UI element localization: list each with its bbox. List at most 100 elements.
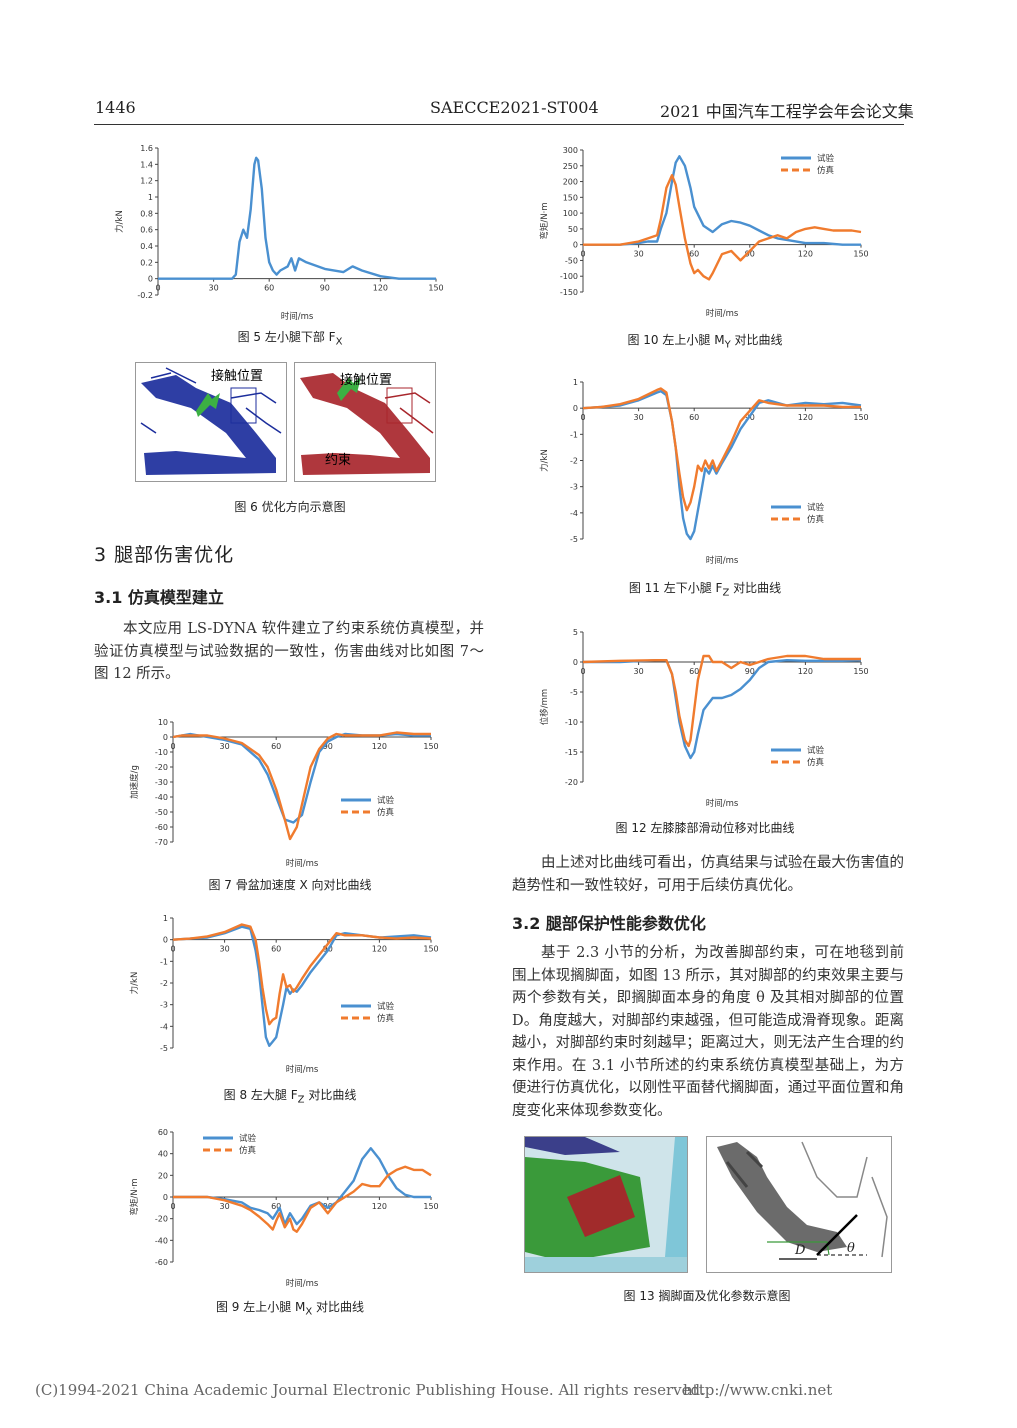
fig13-left-drawing [525, 1137, 687, 1272]
y-tick-label: -2 [160, 979, 168, 988]
cnki-url: http://www.cnki.net [683, 1381, 833, 1399]
y-tick-label: -60 [155, 1258, 168, 1267]
x-tick-label: 120 [372, 1202, 387, 1211]
x-tick-label: 150 [423, 1202, 438, 1211]
legend-label-test: 试验 [377, 795, 395, 806]
x-tick-label: 30 [220, 742, 230, 751]
x-tick-label: 90 [320, 284, 330, 293]
conclusion-paragraph: 由上述对比曲线可看出，仿真结果与试验在最大伤害值的趋势性和一致性较好，可用于后续… [512, 855, 904, 894]
x-tick-label: 0 [170, 1202, 175, 1211]
y-tick-label: 150 [563, 193, 578, 202]
fig6-caption: 图 6 优化方向示意图 [234, 500, 346, 514]
x-tick-label: 150 [423, 945, 438, 954]
fig10-caption-sub: Y [724, 339, 731, 351]
y-tick-label: -20 [155, 1215, 168, 1224]
legend-label-sim: 仿真 [239, 1145, 257, 1156]
x-axis-label: 时间/ms [286, 858, 319, 869]
x-axis-label: 时间/ms [286, 1064, 319, 1075]
section31-heading: 3.1 仿真模型建立 [94, 588, 224, 607]
legend-label-test: 试验 [377, 1001, 395, 1012]
y-tick-label: 50 [568, 225, 578, 234]
x-tick-label: 30 [220, 945, 230, 954]
x-tick-label: 120 [372, 742, 387, 751]
y-tick-label: -30 [155, 778, 168, 787]
x-tick-label: 60 [271, 742, 281, 751]
y-tick-label: -4 [160, 1022, 168, 1031]
x-tick-label: 30 [220, 1202, 230, 1211]
legend-label-test: 试验 [239, 1133, 257, 1144]
fig5-caption-sub: X [335, 336, 343, 348]
y-axis-label: 力/kN [114, 210, 125, 233]
x-tick-label: 90 [323, 742, 333, 751]
y-tick-label: -5 [570, 535, 578, 544]
y-tick-label: 1 [163, 914, 168, 923]
fig6-image-left: 接触位置 [135, 362, 287, 482]
fig11-caption-sub: Z [722, 587, 730, 599]
x-tick-label: 30 [634, 250, 644, 259]
fig13-label-D: D [795, 1243, 806, 1258]
y-tick-label: -5 [160, 1044, 168, 1053]
y-tick-label: 0 [163, 733, 168, 742]
x-axis-label: 时间/ms [281, 311, 314, 322]
fig13-right-drawing [717, 1141, 888, 1260]
y-tick-label: 5 [573, 628, 578, 637]
y-axis-label: 力/kN [539, 449, 550, 472]
fig6-image-right: 接触位置 约束 [294, 362, 436, 482]
fig13-label-theta: θ [847, 1241, 855, 1256]
series-line-sim [582, 654, 861, 748]
x-tick-label: 30 [209, 284, 219, 293]
series-line-test [583, 155, 861, 246]
y-tick-label: -3 [570, 483, 578, 492]
series-line-sim [172, 731, 431, 841]
x-tick-label: 60 [689, 413, 699, 422]
y-tick-label: 60 [158, 1128, 168, 1137]
x-axis-label: 时间/ms [286, 1278, 319, 1289]
x-tick-label: 150 [428, 284, 443, 293]
y-tick-label: 0.6 [140, 226, 153, 235]
x-axis-label: 时间/ms [706, 555, 739, 566]
y-tick-label: 100 [563, 209, 578, 218]
fig9-caption: 图 9 左上小腿 MX 对比曲线 [215, 1300, 365, 1318]
y-tick-label: 1.6 [140, 144, 153, 153]
x-tick-label: 0 [580, 250, 585, 259]
y-tick-label: 1 [573, 378, 578, 387]
x-tick-label: 60 [689, 667, 699, 676]
legend-label-sim: 仿真 [807, 514, 825, 525]
x-tick-label: 120 [798, 667, 813, 676]
section32-paragraph: 基于 2.3 小节的分析，为改善脚部约束，可在地毯到前围上体现搁脚面，如图 13… [512, 945, 904, 1119]
x-tick-label: 60 [264, 284, 274, 293]
legend-label-test: 试验 [807, 502, 825, 513]
y-axis-label: 力/kN [129, 972, 140, 995]
x-tick-label: 0 [155, 284, 160, 293]
x-tick-label: 120 [372, 945, 387, 954]
x-tick-label: 90 [745, 250, 755, 259]
y-tick-label: -40 [155, 1236, 168, 1245]
x-tick-label: 120 [373, 284, 388, 293]
x-tick-label: 0 [170, 945, 175, 954]
legend-label-sim: 仿真 [377, 807, 395, 818]
y-tick-label: -100 [560, 272, 578, 281]
y-tick-label: 0 [148, 275, 153, 284]
y-tick-label: -4 [570, 509, 578, 518]
fig7-caption: 图 7 骨盆加速度 X 向对比曲线 [208, 878, 372, 892]
fig6-label-contact-left: 接触位置 [211, 369, 264, 384]
y-tick-label: -2 [570, 457, 578, 466]
y-tick-label: -60 [155, 823, 168, 832]
legend-label-sim: 仿真 [817, 165, 835, 176]
y-tick-label: -10 [565, 718, 578, 727]
y-axis-label: 弯矩/N·m [129, 1178, 140, 1215]
x-tick-label: 150 [853, 413, 868, 422]
x-tick-label: 150 [423, 742, 438, 751]
y-tick-label: 0.4 [140, 242, 153, 251]
series-line-test [582, 390, 862, 541]
fig6-label-contact-right: 接触位置 [340, 373, 393, 388]
x-tick-label: 150 [853, 667, 868, 676]
fig6-right-drawing [300, 373, 434, 475]
y-tick-label: -40 [155, 793, 168, 802]
x-axis-label: 时间/ms [706, 798, 739, 809]
y-tick-label: 200 [563, 178, 578, 187]
series-line-sim [172, 923, 432, 1026]
